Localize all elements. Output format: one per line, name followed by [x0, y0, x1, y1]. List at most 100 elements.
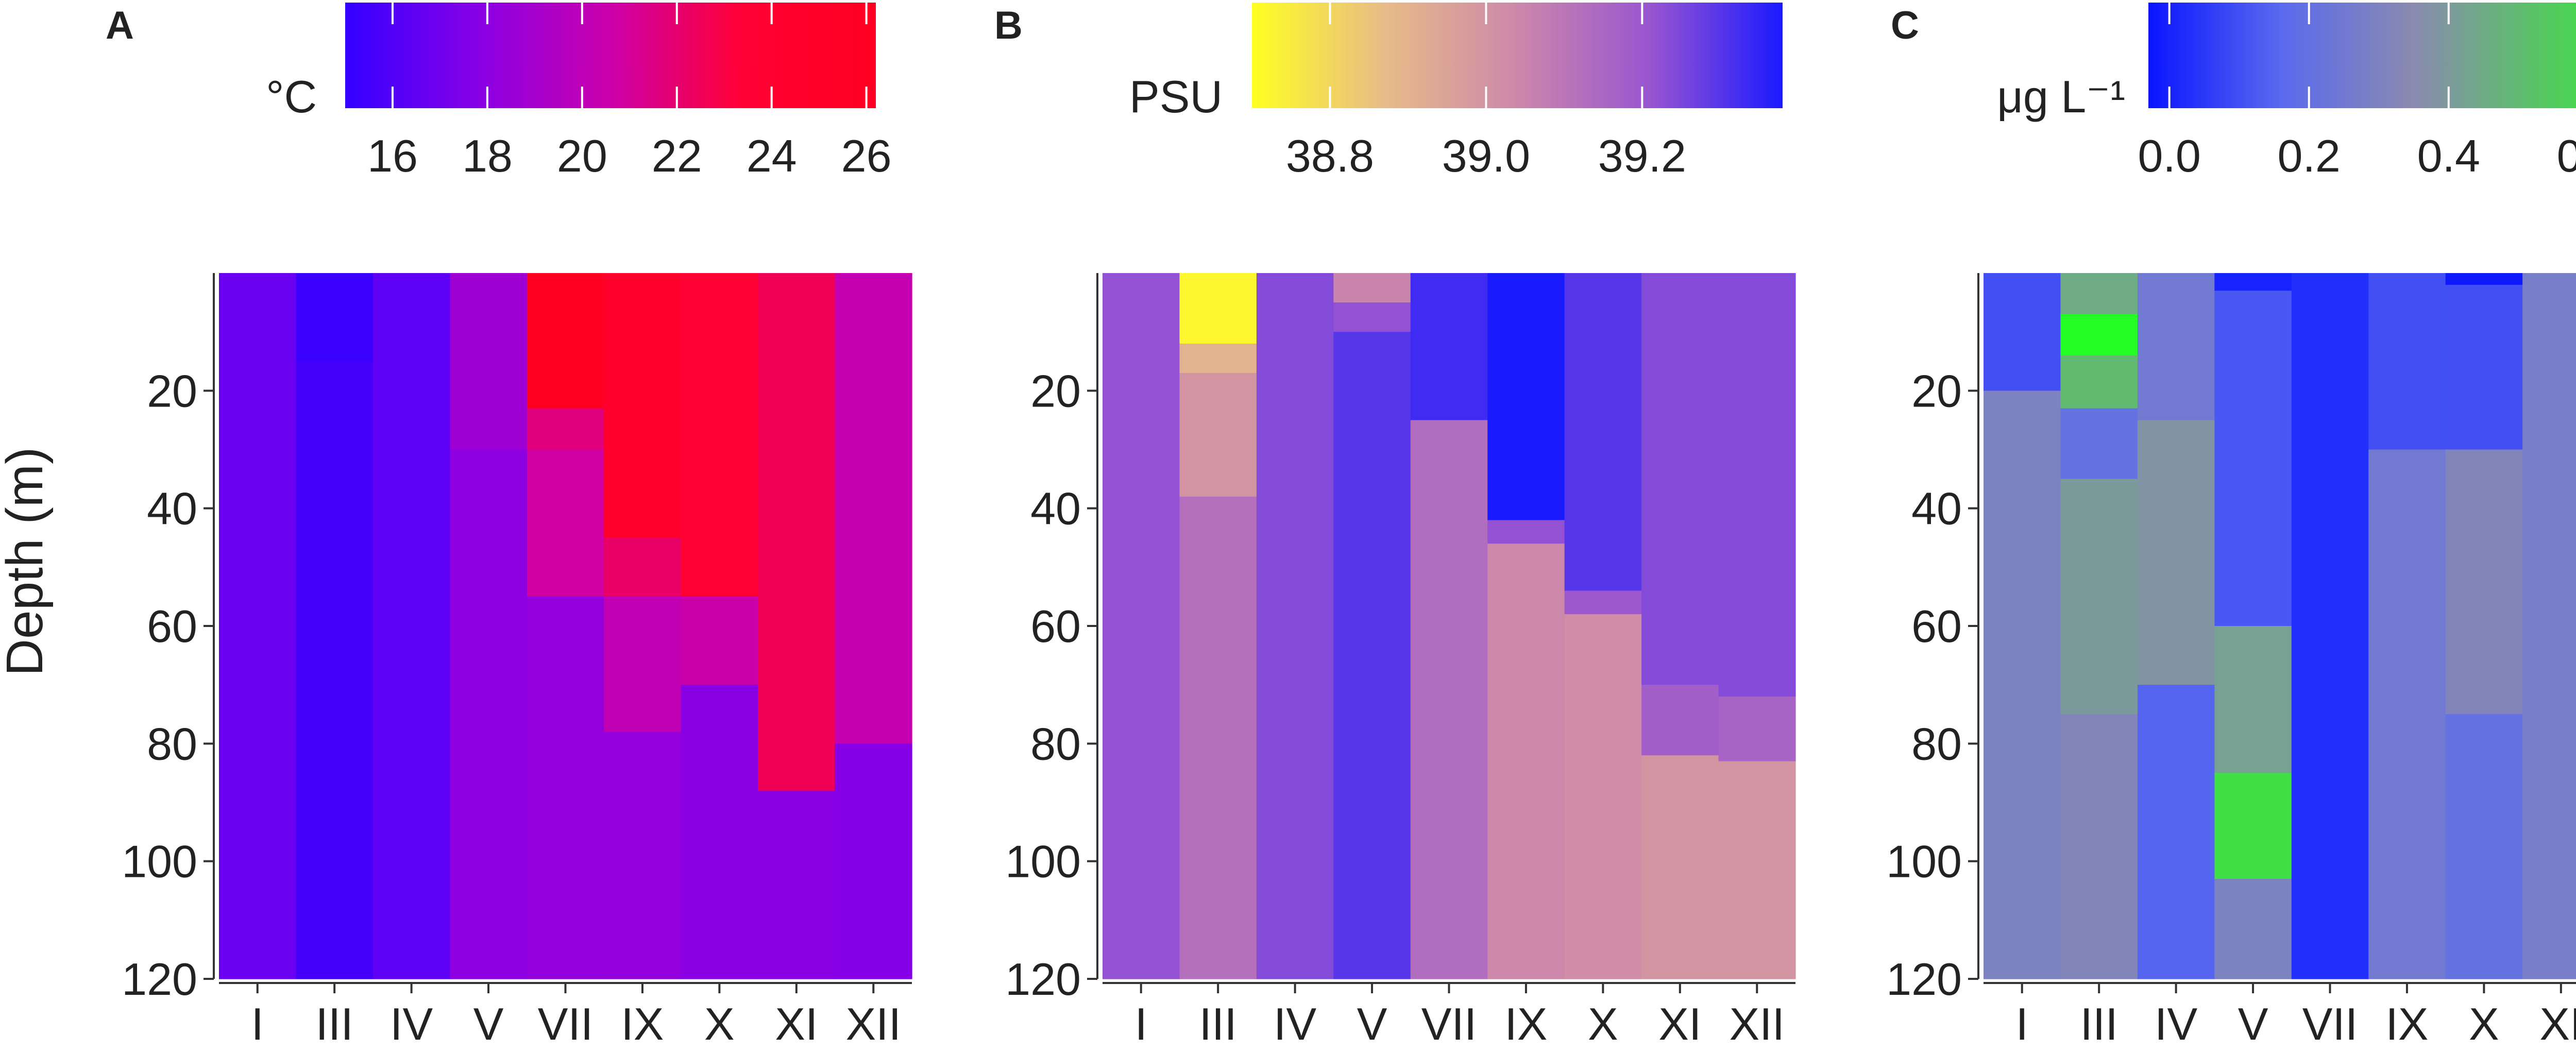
panel-a-x-tick-label: III: [315, 998, 353, 1049]
panel-b-colorbar-tick-label: 39.2: [1598, 130, 1686, 181]
panel-b-cell: [1564, 273, 1642, 591]
panel-b-cell: [1333, 332, 1411, 979]
panel-c-cell: [2060, 355, 2138, 409]
panel-c-cell: [2214, 291, 2292, 626]
panel-b-cell: [1179, 273, 1257, 344]
panel-b-cell: [1718, 697, 1796, 762]
panel-b-y-tick-label: 120: [1005, 954, 1081, 1005]
panel-a-x-tick-label: I: [251, 998, 263, 1049]
panel-b-cell: [1179, 344, 1257, 374]
panel-a-x-tick-label: XI: [775, 998, 818, 1049]
panel-c-y-axis: 20 40 60 80 100 120: [1886, 273, 1979, 1005]
panel-b-cell: [1333, 302, 1411, 332]
panel-a-y-tick-label: 100: [122, 836, 197, 887]
panel-a-cell: [527, 449, 604, 597]
panel-a-cell: [450, 449, 528, 979]
panel-a-colorbar-tick-label: 26: [841, 130, 892, 181]
panel-c-x-tick-label: IX: [2385, 998, 2428, 1049]
panel-c-cell: [2445, 449, 2523, 715]
panel-b-colorbar-tick-label: 39.0: [1442, 130, 1530, 181]
panel-a-colorbar-tick-label: 24: [747, 130, 797, 181]
panel-a-x-tick-label: V: [473, 998, 504, 1049]
panel-a-x-tick-label: IX: [621, 998, 664, 1049]
panel-c-colorbar-tick-label: 0.4: [2417, 130, 2480, 181]
panel-a-cell: [835, 273, 912, 744]
panel-a-colorbar-tick-label: 18: [462, 130, 513, 181]
panel-c-colorbar-ticks: 0.0 0.2 0.4 0.6: [2138, 3, 2576, 181]
panel-a-colorbar-unit: °C: [266, 71, 317, 122]
panel-b-cell: [1179, 496, 1257, 979]
panel-c-x-tick-label: IV: [2155, 998, 2197, 1049]
panel-b-cell: [1256, 273, 1334, 979]
panel-b-x-tick-label: VII: [1421, 998, 1477, 1049]
panel-b-x-tick-label: XII: [1729, 998, 1785, 1049]
panel-a-colorbar-tick-label: 16: [367, 130, 418, 181]
panel-c-x-tick-label: XI: [2539, 998, 2576, 1049]
panel-a-cell: [527, 273, 604, 409]
panel-c-letter: C: [1891, 4, 1919, 47]
panel-b-cell: [1564, 614, 1642, 979]
panel-b-y-tick-label: 80: [1030, 718, 1081, 769]
panel-c-cell: [2214, 878, 2292, 979]
panel-c-cell: [2060, 314, 2138, 356]
panel-a-heatmap: [219, 273, 912, 979]
panel-c-cell: [2060, 273, 2138, 315]
panel-a-cell: [758, 273, 836, 791]
panel-c-y-tick-label: 80: [1911, 718, 1962, 769]
panel-b-cell: [1718, 273, 1796, 697]
panel-a-cell: [296, 273, 374, 362]
panel-c-colorbar-tick-label: 0.0: [2138, 130, 2200, 181]
panel-c-y-tick-label: 40: [1911, 483, 1962, 534]
panel-b-cell: [1333, 273, 1411, 303]
panel-c-y-tick-label: 120: [1886, 954, 1962, 1005]
panel-b-cell: [1718, 761, 1796, 979]
panel-c-cell: [2445, 284, 2523, 450]
panel-b-x-tick-label: IX: [1504, 998, 1547, 1049]
panel-c-cell: [2214, 626, 2292, 774]
panel-b-y-tick-label: 60: [1030, 601, 1081, 652]
panel-a-cell: [372, 273, 450, 979]
panel-b-y-tick-label: 100: [1005, 836, 1081, 887]
panel-b-cell: [1641, 273, 1719, 685]
panel-a-y-axis: 20 40 60 80 100 120: [122, 273, 215, 1005]
panel-c-cell: [2445, 273, 2523, 285]
panel-b-heatmap: [1103, 273, 1796, 979]
panel-b-x-tick-label: IV: [1274, 998, 1316, 1049]
panel-c-cell: [1984, 273, 2061, 391]
panel-a-y-tick-label: 80: [147, 718, 197, 769]
panel-c-cell: [2291, 273, 2369, 979]
panel-a-cell: [527, 596, 604, 979]
panel-a-y-tick-label: 40: [147, 483, 197, 534]
panel-a-x-tick-label: XII: [845, 998, 901, 1049]
panel-c-cell: [2214, 773, 2292, 879]
panel-b-cell: [1103, 273, 1180, 979]
panel-b-colorbar-tick-label: 38.8: [1286, 130, 1374, 181]
panel-a-colorbar: [345, 3, 876, 108]
panel-c-x-tick-label: V: [2238, 998, 2268, 1049]
panel-b-x-tick-label: I: [1134, 998, 1147, 1049]
panel-c-y-tick-label: 60: [1911, 601, 1962, 652]
panel-a-y-tick-label: 120: [122, 954, 197, 1005]
panel-a-colorbar-tick-label: 20: [557, 130, 607, 181]
panel-a-cell: [758, 790, 836, 979]
panel-c-colorbar: [2148, 3, 2576, 108]
panel-a-cell: [450, 273, 528, 450]
panel-a-x-axis: I III IV V VII IX X XI XII: [219, 982, 912, 1049]
panel-a-cell: [527, 408, 604, 450]
panel-c-cell: [2137, 685, 2215, 979]
panel-c-x-tick-label: I: [2015, 998, 2028, 1049]
panel-c-x-tick-label: III: [2080, 998, 2117, 1049]
panel-b-colorbar-unit: PSU: [1129, 71, 1223, 122]
panel-b-colorbar-ticks: 38.8 39.0 39.2: [1286, 3, 1686, 181]
panel-a-cell: [835, 743, 912, 979]
panel-c-cell: [1984, 391, 2061, 979]
panel-a-colorbar-tick-label: 22: [652, 130, 702, 181]
panel-a-x-tick-label: IV: [390, 998, 433, 1049]
panel-c-heatmap: [1984, 273, 2576, 979]
panel-c-colorbar-tick-label: 0.6: [2557, 130, 2576, 181]
panel-b-cell: [1487, 273, 1565, 521]
